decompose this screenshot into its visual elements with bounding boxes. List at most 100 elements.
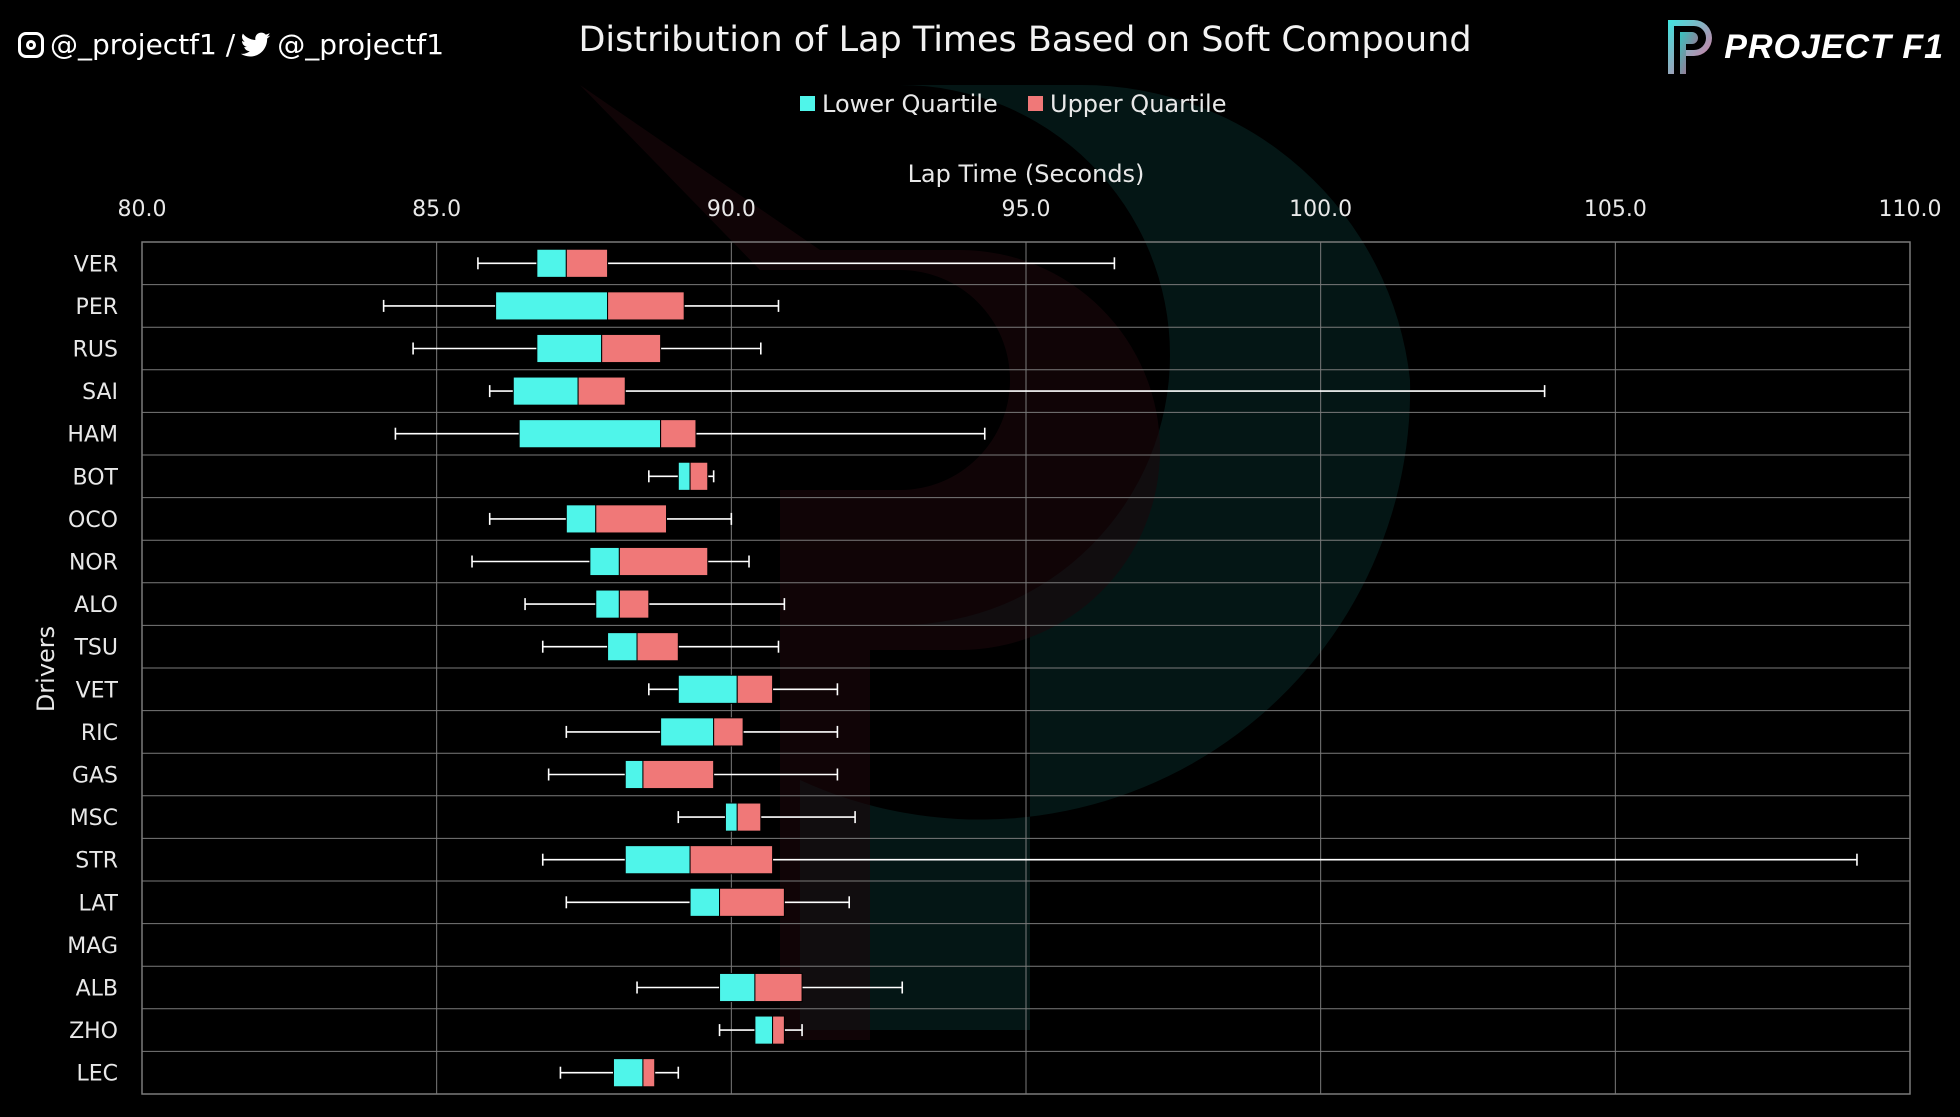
x-tick-label: 105.0: [1584, 197, 1647, 222]
instagram-handle: @_projectf1 /: [50, 28, 236, 61]
lower-quartile-box: [660, 717, 715, 747]
lower-quartile-box: [589, 546, 620, 577]
upper-quartile-box: [719, 887, 785, 917]
y-tick-label: GAS: [72, 764, 118, 789]
lower-quartile-box: [607, 632, 638, 662]
legend-label-upper: Upper Quartile: [1050, 90, 1226, 118]
legend: Lower Quartile Upper Quartile: [800, 90, 1226, 118]
box-zho: [718, 1015, 803, 1045]
brand-name: PROJECT F1: [1724, 27, 1944, 66]
y-tick-label: ALB: [76, 977, 118, 1002]
box-lec: [559, 1058, 680, 1088]
box-alb: [636, 972, 904, 1003]
y-tick-label: RIC: [81, 721, 118, 746]
twitter-icon: [241, 32, 271, 56]
upper-quartile-box: [577, 376, 626, 406]
upper-quartile-box: [689, 845, 774, 875]
upper-quartile-box: [772, 1015, 785, 1045]
box-lat: [565, 887, 851, 917]
lower-quartile-box: [624, 845, 691, 875]
grid-lines: [141, 241, 1911, 1095]
upper-quartile-box: [736, 674, 774, 704]
lower-quartile-box: [512, 376, 579, 406]
upper-quartile-box: [642, 759, 715, 790]
y-tick-label: ZHO: [69, 1019, 118, 1044]
lower-quartile-box: [719, 972, 756, 1003]
box-ham: [394, 419, 986, 449]
y-tick-label: MSC: [70, 806, 118, 831]
box-ric: [565, 717, 839, 747]
y-tick-label: HAM: [67, 423, 118, 448]
y-tick-label: RUS: [73, 338, 118, 363]
instagram-icon: [18, 31, 44, 58]
box-gas: [547, 759, 839, 790]
upper-quartile-box: [736, 802, 762, 832]
social-handles: @_projectf1 / @_projectf1: [18, 28, 444, 61]
box-alo: [524, 589, 786, 619]
lower-quartile-box: [612, 1058, 644, 1088]
y-tick-label: LEC: [76, 1062, 118, 1087]
y-tick-label: BOT: [73, 465, 119, 490]
upper-quartile-box: [713, 717, 744, 747]
box-rus: [412, 333, 762, 364]
y-tick-label: SAI: [82, 380, 118, 405]
upper-quartile-box: [636, 632, 679, 662]
upper-quartile-box: [754, 972, 803, 1003]
upper-quartile-box: [618, 589, 650, 619]
x-tick-label: 110.0: [1879, 197, 1942, 222]
box-per: [382, 291, 780, 321]
project-f1-logo-icon: [1668, 20, 1713, 74]
y-tick-label: MAG: [67, 934, 118, 959]
lower-quartile-box: [724, 802, 738, 832]
lower-quartile-box: [595, 589, 620, 619]
upper-quartile-box: [689, 461, 709, 491]
x-tick-label: 100.0: [1289, 197, 1352, 222]
y-tick-label: VET: [76, 678, 119, 703]
brand-logo: PROJECT F1: [1664, 16, 1944, 78]
lower-quartile-box: [624, 759, 644, 790]
y-tick-label: VER: [74, 252, 118, 277]
legend-label-lower: Lower Quartile: [822, 90, 998, 118]
lower-quartile-box: [565, 504, 597, 534]
lower-quartile-box: [495, 291, 609, 321]
upper-quartile-box: [618, 546, 709, 577]
watermark-logo: [580, 84, 1411, 1040]
box-nor: [471, 546, 750, 577]
x-tick-label: 90.0: [707, 197, 756, 222]
box-bot: [648, 461, 715, 491]
x-tick-label: 85.0: [412, 197, 461, 222]
x-axis-title: Lap Time (Seconds): [908, 160, 1145, 188]
lower-quartile-box: [689, 887, 721, 917]
y-tick-label: ALO: [74, 593, 118, 618]
y-axis-labels: VER PER RUS SAI HAM BOT OCO NOR ALO TSU VET RIC GAS M…: [67, 252, 118, 1086]
box-vet: [648, 674, 839, 704]
x-tick-label: 95.0: [1002, 197, 1051, 222]
x-axis-ticks: 80.0 85.0 90.0 95.0 100.0 105.0 110.0: [118, 197, 1942, 222]
lower-quartile-box: [677, 461, 691, 491]
box-sai: [488, 376, 1546, 406]
box-oco: [488, 504, 733, 534]
lower-quartile-box: [536, 248, 567, 278]
y-tick-label: PER: [76, 295, 118, 320]
y-tick-label: OCO: [68, 508, 118, 533]
box-str: [541, 845, 1858, 875]
y-axis-title: Drivers: [32, 626, 60, 712]
y-tick-label: TSU: [73, 636, 118, 661]
upper-quartile-box: [565, 248, 609, 278]
upper-quartile-box: [595, 504, 668, 534]
y-tick-label: NOR: [69, 551, 118, 576]
lower-quartile-box: [677, 674, 738, 704]
upper-quartile-box: [642, 1058, 656, 1088]
box-tsu: [541, 632, 780, 662]
legend-swatch-lower: [800, 96, 815, 111]
x-tick-label: 80.0: [118, 197, 167, 222]
legend-swatch-upper: [1028, 96, 1043, 111]
box-ver: [477, 248, 1116, 278]
upper-quartile-box: [601, 333, 662, 364]
lower-quartile-box: [518, 419, 662, 449]
upper-quartile-box: [607, 291, 685, 321]
lower-quartile-box: [536, 333, 603, 364]
box-msc: [677, 802, 856, 832]
box-series: [382, 248, 1858, 1088]
